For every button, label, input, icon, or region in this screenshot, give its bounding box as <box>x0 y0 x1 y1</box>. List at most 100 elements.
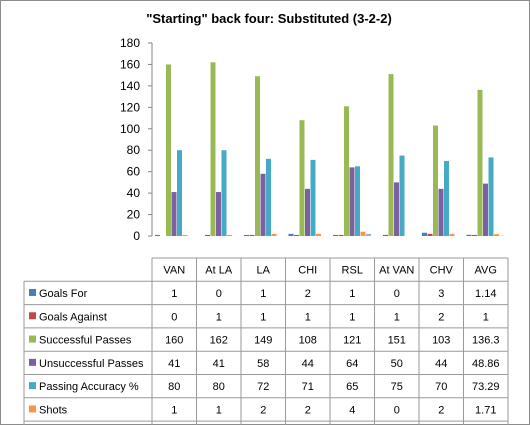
bar <box>466 234 472 236</box>
bar <box>383 234 388 236</box>
data-label: 136.3 <box>472 335 500 347</box>
bar <box>366 233 371 236</box>
data-label: 0 <box>171 311 177 323</box>
chart-title: "Starting" back four: Substituted (3-2-2… <box>146 11 392 26</box>
legend-key <box>29 358 36 366</box>
data-label: 1 <box>171 404 177 416</box>
bar <box>316 233 321 236</box>
data-label: 2 <box>438 404 444 416</box>
bar <box>355 166 360 236</box>
data-label: 1 <box>349 288 355 300</box>
data-label: 1 <box>216 404 222 416</box>
data-label: 4 <box>349 404 355 416</box>
bar <box>472 234 477 236</box>
bar <box>221 150 227 236</box>
data-label: 160 <box>165 335 183 347</box>
legend-label: Goals Against <box>39 311 107 323</box>
category-label: At LA <box>205 265 233 277</box>
data-label: 108 <box>299 335 317 347</box>
bar <box>216 192 221 236</box>
bar <box>399 155 405 236</box>
bar <box>444 160 449 236</box>
bar <box>433 125 438 236</box>
bar <box>177 150 182 236</box>
bar <box>388 74 394 236</box>
y-tick-label: 120 <box>120 100 140 114</box>
bar <box>227 234 232 236</box>
bar <box>266 158 271 236</box>
legend-key <box>29 288 36 296</box>
bar <box>477 89 483 236</box>
legend-label: Successful Passes <box>39 335 132 347</box>
legend-key <box>29 312 36 320</box>
data-label: 1 <box>260 288 266 300</box>
data-label: 162 <box>210 335 228 347</box>
bars <box>155 62 505 236</box>
data-label: 1.71 <box>475 404 496 416</box>
legend-label: Goals For <box>39 288 88 300</box>
data-label: 44 <box>302 358 314 370</box>
bar <box>288 233 294 236</box>
bar <box>294 234 299 236</box>
data-label: 80 <box>168 381 180 393</box>
data-label: 1 <box>394 311 400 323</box>
legend-key <box>29 335 36 343</box>
data-label: 1 <box>483 311 489 323</box>
data-label: 70 <box>435 381 447 393</box>
data-label: 71 <box>302 381 314 393</box>
data-label: 151 <box>388 335 406 347</box>
bar <box>338 234 344 236</box>
bar <box>299 120 305 236</box>
y-tick-label: 20 <box>127 208 141 222</box>
data-label: 64 <box>346 358 358 370</box>
data-label: 2 <box>305 288 311 300</box>
bar <box>360 231 366 236</box>
y-tick-label: 160 <box>120 57 140 71</box>
bar <box>205 234 210 236</box>
category-label: At VAN <box>379 265 414 277</box>
data-label: 2 <box>438 311 444 323</box>
category-label: VAN <box>163 265 185 277</box>
data-label: 1 <box>349 311 355 323</box>
data-label: 73.29 <box>472 381 500 393</box>
bar <box>349 167 355 236</box>
data-label: 2 <box>305 404 311 416</box>
data-label: 0 <box>394 404 400 416</box>
category-label: AVG <box>475 265 497 277</box>
data-label: 2 <box>260 404 266 416</box>
bar <box>155 234 160 236</box>
bar <box>488 157 494 236</box>
y-tick-label: 80 <box>127 143 141 157</box>
bar <box>422 232 427 236</box>
bar <box>260 173 266 236</box>
data-label: 41 <box>168 358 180 370</box>
bar <box>344 106 349 236</box>
data-label: 50 <box>391 358 403 370</box>
legend-label: Shots <box>39 404 68 416</box>
data-label: 75 <box>391 381 403 393</box>
bar <box>166 64 171 236</box>
legend-label: Passing Accuracy % <box>39 381 139 393</box>
data-label: 1.14 <box>475 288 496 300</box>
data-label: 41 <box>213 358 225 370</box>
data-label: 1 <box>171 288 177 300</box>
bar <box>271 233 277 236</box>
data-label: 48.86 <box>472 358 500 370</box>
data-label: 80 <box>213 381 225 393</box>
category-label: LA <box>257 265 271 277</box>
data-label: 0 <box>216 288 222 300</box>
legend-key <box>29 405 36 413</box>
legend-label: Unsuccessful Passes <box>39 358 144 370</box>
data-label: 121 <box>343 335 361 347</box>
bar <box>255 76 260 236</box>
bar <box>310 159 316 236</box>
bar <box>171 192 177 236</box>
data-label: 3 <box>438 288 444 300</box>
bar <box>449 233 455 236</box>
legend-key <box>29 382 36 390</box>
data-label: 103 <box>432 335 450 347</box>
data-label: 58 <box>257 358 269 370</box>
bar <box>182 234 188 236</box>
data-label: 1 <box>305 311 311 323</box>
